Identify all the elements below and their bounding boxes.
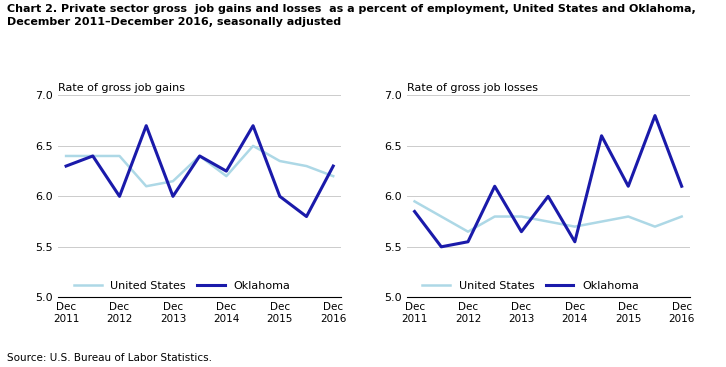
United States xyxy=(571,224,579,229)
United States xyxy=(490,214,499,219)
United States xyxy=(302,164,311,168)
Oklahoma xyxy=(650,113,659,118)
United States xyxy=(89,154,97,158)
Oklahoma xyxy=(62,164,70,168)
United States xyxy=(677,214,686,219)
United States xyxy=(168,179,177,184)
Line: Oklahoma: Oklahoma xyxy=(415,116,682,247)
Oklahoma xyxy=(437,245,446,249)
Text: Chart 2. Private sector gross  job gains and losses  as a percent of employment,: Chart 2. Private sector gross job gains … xyxy=(7,4,696,27)
Oklahoma xyxy=(249,123,258,128)
Oklahoma xyxy=(168,194,177,199)
United States xyxy=(624,214,632,219)
Oklahoma xyxy=(464,240,473,244)
Line: Oklahoma: Oklahoma xyxy=(66,126,333,217)
United States xyxy=(410,199,419,204)
United States xyxy=(275,159,284,163)
United States xyxy=(115,154,124,158)
Text: Rate of gross job gains: Rate of gross job gains xyxy=(58,83,185,93)
United States xyxy=(329,174,338,178)
Oklahoma xyxy=(571,240,579,244)
United States xyxy=(650,224,659,229)
Oklahoma xyxy=(544,194,552,199)
Oklahoma xyxy=(677,184,686,189)
United States xyxy=(437,214,446,219)
United States xyxy=(249,143,258,148)
Oklahoma xyxy=(275,194,284,199)
Oklahoma xyxy=(597,134,606,138)
United States xyxy=(597,219,606,224)
Legend: United States, Oklahoma: United States, Oklahoma xyxy=(417,277,644,296)
Oklahoma xyxy=(302,214,311,219)
United States xyxy=(62,154,70,158)
Oklahoma xyxy=(490,184,499,189)
United States xyxy=(544,219,552,224)
United States xyxy=(142,184,150,189)
United States xyxy=(222,174,231,178)
Line: United States: United States xyxy=(415,201,682,232)
Oklahoma xyxy=(89,154,97,158)
Oklahoma xyxy=(410,209,419,214)
United States xyxy=(195,154,204,158)
Oklahoma xyxy=(115,194,124,199)
Oklahoma xyxy=(222,169,231,173)
Line: United States: United States xyxy=(66,146,333,186)
Oklahoma xyxy=(142,123,150,128)
Text: Source: U.S. Bureau of Labor Statistics.: Source: U.S. Bureau of Labor Statistics. xyxy=(7,353,212,363)
Oklahoma xyxy=(624,184,632,189)
Oklahoma xyxy=(195,154,204,158)
Text: Rate of gross job losses: Rate of gross job losses xyxy=(407,83,537,93)
Legend: United States, Oklahoma: United States, Oklahoma xyxy=(69,277,295,296)
United States xyxy=(464,229,473,234)
Oklahoma xyxy=(329,164,338,168)
Oklahoma xyxy=(517,229,526,234)
United States xyxy=(517,214,526,219)
